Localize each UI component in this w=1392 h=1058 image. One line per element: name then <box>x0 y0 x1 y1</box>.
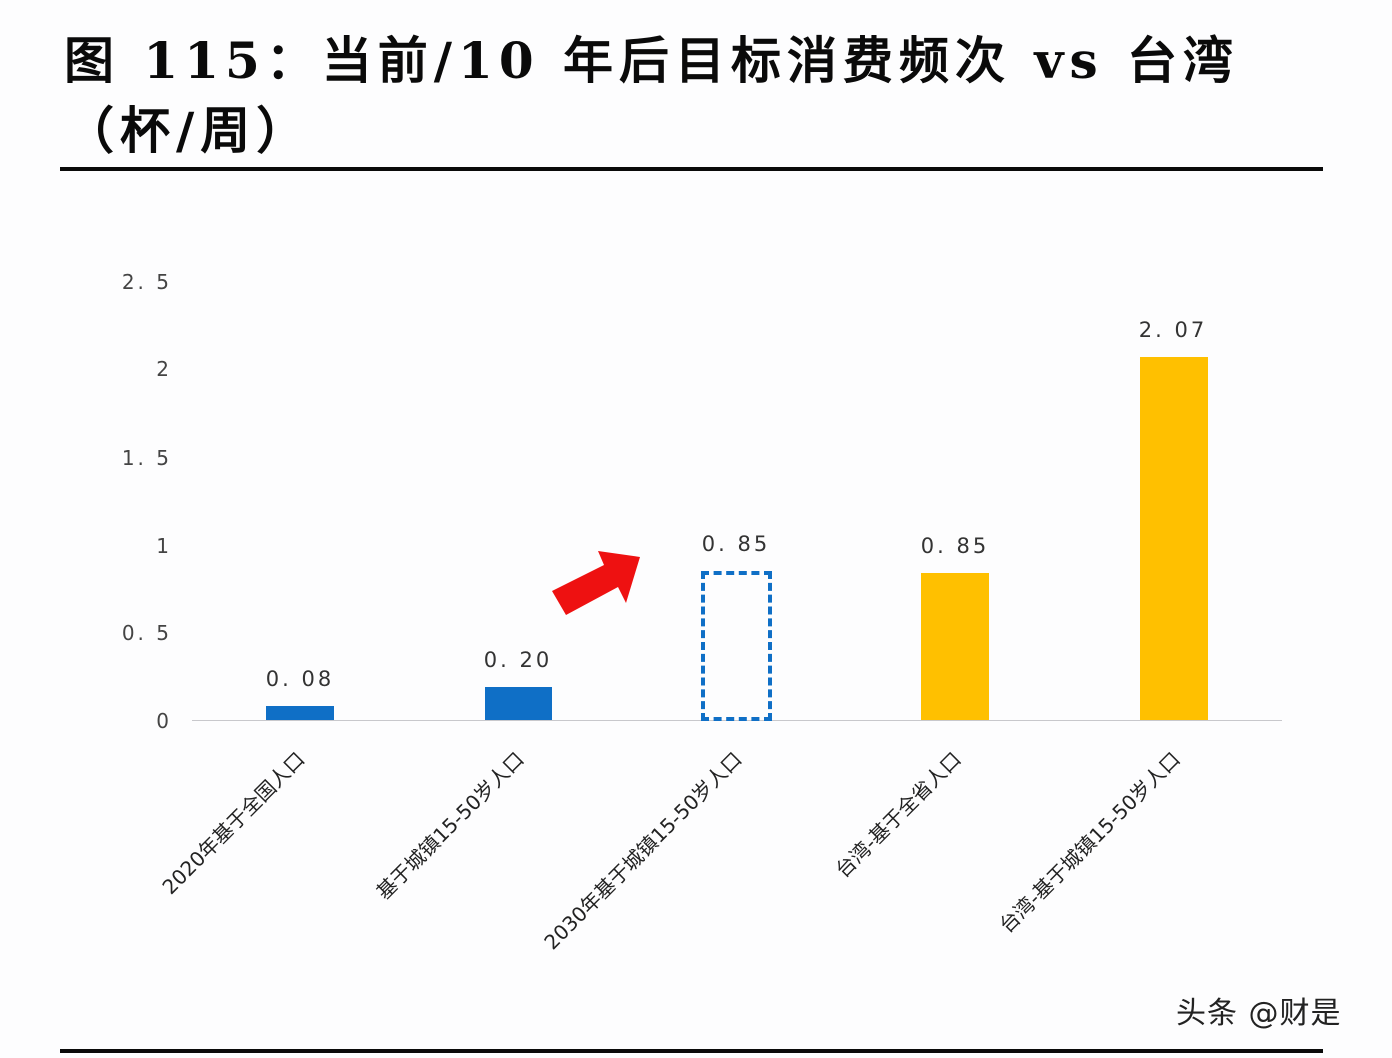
watermark: 头条 @财是 <box>1176 996 1342 1031</box>
bar-taiwan-urban-15-50 <box>1140 357 1208 720</box>
figure-title: 图 115：当前/10 年后目标消费频次 vs 台湾（杯/周） <box>64 31 1240 160</box>
y-tick-label: 2. 5 <box>121 270 172 294</box>
bar-2020-national <box>266 706 334 720</box>
bottom-rule-divider <box>60 1049 1323 1053</box>
bar-value-label: 0. 85 <box>920 534 990 558</box>
bar-urban-15-50 <box>485 687 552 720</box>
y-tick-label: 0. 5 <box>121 621 172 645</box>
x-category-label: 2030年基于城镇15-50岁人口 <box>539 747 747 955</box>
bar-value-label: 0. 20 <box>483 648 553 672</box>
y-tick-label: 1. 5 <box>121 446 172 470</box>
x-category-label: 台湾-基于城镇15-50岁人口 <box>994 747 1185 938</box>
bar-2030-target-dashed <box>701 571 772 721</box>
x-category-label: 2020年基于全国人口 <box>157 747 310 900</box>
top-rule-divider <box>60 167 1323 171</box>
y-tick-label: 2 <box>156 357 172 381</box>
x-category-label: 基于城镇15-50岁人口 <box>371 747 529 905</box>
y-tick-label: 1 <box>156 534 172 558</box>
bar-value-label: 2. 07 <box>1138 318 1208 342</box>
x-category-label: 台湾-基于全省人口 <box>830 747 966 883</box>
red-arrow-icon <box>552 551 640 615</box>
bar-value-label: 0. 08 <box>265 667 335 691</box>
y-tick-label: 0 <box>156 709 172 733</box>
bar-taiwan-province <box>921 573 989 720</box>
bar-value-label: 0. 85 <box>701 532 771 556</box>
